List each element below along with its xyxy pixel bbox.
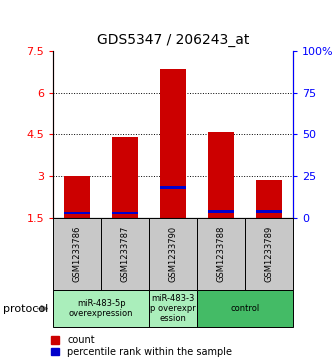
Bar <box>256 180 282 218</box>
Bar <box>53 290 149 327</box>
Text: GSM1233786: GSM1233786 <box>73 226 82 282</box>
Text: control: control <box>230 304 260 313</box>
Bar <box>112 137 139 218</box>
Bar <box>53 218 101 290</box>
Bar <box>160 186 186 188</box>
Bar <box>149 290 197 327</box>
Text: GSM1233790: GSM1233790 <box>168 226 178 282</box>
Title: GDS5347 / 206243_at: GDS5347 / 206243_at <box>97 33 249 47</box>
Text: GSM1233789: GSM1233789 <box>264 226 274 282</box>
Bar <box>64 176 91 218</box>
Bar <box>149 218 197 290</box>
Bar <box>197 218 245 290</box>
Bar <box>208 131 234 218</box>
Text: miR-483-5p
overexpression: miR-483-5p overexpression <box>69 299 134 318</box>
Legend: count, percentile rank within the sample: count, percentile rank within the sample <box>52 335 232 357</box>
Bar <box>245 218 293 290</box>
Bar <box>208 210 234 213</box>
Text: GSM1233787: GSM1233787 <box>121 226 130 282</box>
Bar <box>256 210 282 213</box>
Bar <box>197 290 293 327</box>
Text: GSM1233788: GSM1233788 <box>216 226 226 282</box>
Bar <box>112 212 139 215</box>
Bar <box>64 212 91 215</box>
Bar <box>160 69 186 218</box>
Text: protocol: protocol <box>3 303 49 314</box>
Text: miR-483-3
p overexpr
ession: miR-483-3 p overexpr ession <box>150 294 196 323</box>
Bar <box>101 218 149 290</box>
